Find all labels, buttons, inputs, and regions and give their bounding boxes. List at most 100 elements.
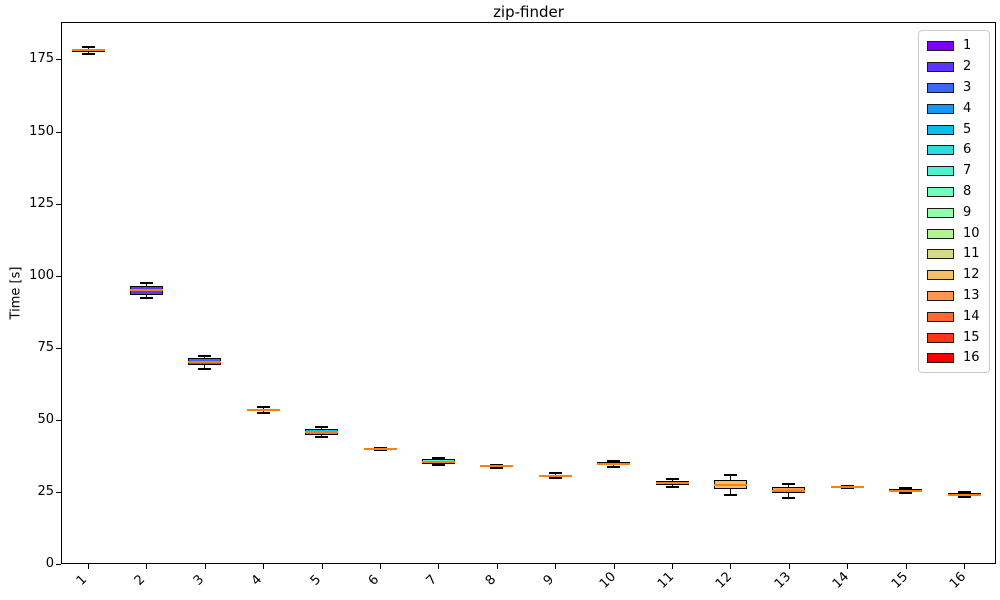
x-tick-label: 5 — [307, 572, 324, 589]
median-line — [129, 288, 163, 291]
y-tick-mark — [56, 491, 61, 493]
x-tick-label: 14 — [830, 569, 853, 592]
legend: 1 2 3 4 5 6 7 8 9 10 11 12 13 14 15 16 — [918, 30, 990, 373]
x-tick-label: 10 — [596, 569, 619, 592]
legend-color-swatch — [927, 145, 954, 156]
y-tick-mark — [56, 59, 61, 61]
x-tick-label: 13 — [771, 569, 794, 592]
x-tick-mark — [204, 564, 206, 569]
legend-item-label: 4 — [963, 100, 972, 116]
legend-color-swatch — [927, 103, 954, 114]
legend-item: 1 — [919, 36, 989, 57]
y-tick-label: 125 — [29, 195, 54, 211]
y-tick-label: 100 — [29, 267, 54, 283]
legend-item-label: 10 — [963, 225, 980, 241]
median-line — [655, 482, 689, 485]
legend-item-label: 6 — [963, 142, 972, 158]
median-line — [363, 447, 397, 450]
y-tick-label: 50 — [37, 411, 54, 427]
x-tick-label: 1 — [73, 572, 91, 589]
legend-item: 11 — [919, 244, 989, 265]
whisker-cap-bottom — [548, 477, 562, 480]
legend-item: 8 — [919, 182, 989, 203]
whisker-cap-bottom — [665, 486, 679, 489]
plot-area — [61, 22, 996, 564]
legend-item-label: 14 — [963, 308, 980, 324]
median-line — [713, 484, 747, 487]
x-tick-label: 15 — [888, 569, 911, 592]
legend-color-swatch — [927, 186, 954, 197]
x-tick-label: 12 — [713, 569, 736, 592]
legend-item: 14 — [919, 306, 989, 327]
legend-color-swatch — [927, 270, 954, 281]
whisker-cap-top — [548, 472, 562, 475]
legend-color-swatch — [927, 228, 954, 239]
whisker-cap-top — [723, 474, 737, 477]
legend-item-label: 3 — [963, 79, 972, 95]
median-line — [188, 361, 222, 364]
whisker-cap-top — [607, 459, 621, 462]
whisker-cap-top — [198, 354, 212, 357]
y-tick-label: 175 — [29, 51, 54, 67]
legend-item: 7 — [919, 161, 989, 182]
whisker-cap-top — [431, 457, 445, 460]
whisker-cap-bottom — [139, 297, 153, 300]
whisker-cap-top — [256, 406, 270, 409]
x-tick-mark — [380, 564, 381, 569]
legend-item: 12 — [919, 265, 989, 286]
x-tick-mark — [438, 564, 440, 569]
whisker-cap-bottom — [315, 435, 329, 438]
legend-color-swatch — [927, 124, 954, 135]
legend-color-swatch — [927, 62, 954, 73]
x-tick-label: 7 — [424, 572, 441, 589]
legend-item-label: 15 — [963, 329, 980, 345]
x-tick-mark — [964, 564, 965, 569]
x-tick-label: 2 — [132, 572, 149, 589]
legend-item: 3 — [919, 78, 989, 99]
legend-item: 6 — [919, 140, 989, 161]
whisker-cap-top — [782, 483, 796, 486]
median-line — [947, 493, 981, 496]
legend-item: 4 — [919, 98, 989, 119]
legend-item-label: 13 — [963, 287, 980, 303]
median-line — [772, 489, 806, 492]
legend-item: 9 — [919, 202, 989, 223]
whisker-cap-bottom — [490, 466, 504, 469]
chart-title: zip-finder — [493, 3, 564, 21]
legend-item: 13 — [919, 286, 989, 307]
legend-color-swatch — [927, 332, 954, 343]
whisker-cap-top — [899, 487, 913, 490]
x-tick-mark — [263, 564, 265, 569]
x-tick-mark — [321, 564, 323, 569]
y-tick-mark — [56, 347, 61, 349]
median-line — [305, 430, 339, 433]
whisker-cap-top — [490, 463, 504, 466]
legend-item-label: 12 — [963, 267, 980, 283]
x-tick-mark — [847, 564, 849, 569]
median-line — [480, 464, 514, 467]
legend-color-swatch — [927, 311, 954, 322]
x-tick-label: 4 — [248, 572, 266, 589]
x-tick-mark — [146, 564, 148, 569]
x-tick-mark — [613, 564, 615, 569]
legend-item-label: 11 — [963, 246, 980, 262]
whisker-cap-bottom — [899, 492, 913, 495]
whisker-cap-bottom — [81, 53, 95, 55]
median-line — [538, 475, 572, 478]
legend-color-swatch — [927, 290, 954, 301]
legend-color-swatch — [927, 249, 954, 260]
legend-item-label: 1 — [963, 38, 972, 54]
x-tick-mark — [672, 564, 673, 569]
legend-item-label: 5 — [963, 121, 972, 137]
whisker-cap-bottom — [256, 411, 270, 414]
legend-item-label: 8 — [963, 183, 972, 199]
x-tick-label: 3 — [190, 572, 208, 589]
median-line — [889, 489, 923, 492]
y-tick-mark — [56, 131, 61, 133]
median-line — [246, 409, 280, 412]
x-tick-label: 8 — [482, 572, 500, 589]
y-tick-mark — [56, 203, 61, 205]
y-tick-label: 150 — [29, 123, 54, 139]
legend-color-swatch — [927, 207, 954, 218]
